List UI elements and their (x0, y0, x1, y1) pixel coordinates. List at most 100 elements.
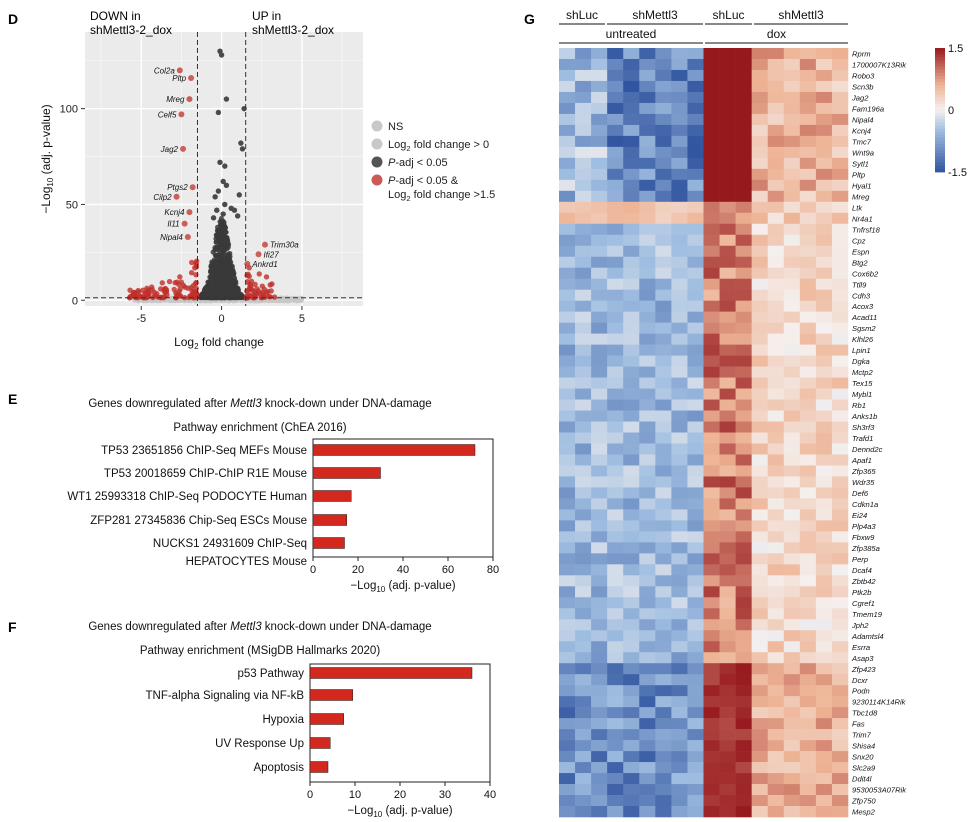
heatmap-cell (783, 520, 801, 532)
heatmap-cell (799, 421, 817, 433)
heatmap-cell (607, 476, 624, 488)
heatmap-cell (815, 48, 833, 60)
heatmap-cell (703, 399, 720, 411)
heatmap-cell (671, 80, 688, 93)
heatmap-cell (703, 542, 720, 554)
heatmap-cell (799, 564, 817, 576)
heatmap-cell (815, 399, 833, 411)
heatmap-cell (703, 267, 720, 279)
heatmap-cell (799, 245, 817, 258)
heatmap-cell (831, 344, 849, 356)
heatmap-cell (751, 619, 769, 631)
heatmap-cell (687, 663, 704, 675)
heatmap-cell (735, 399, 752, 411)
heatmap-cell (799, 762, 817, 774)
heatmap-cell (591, 366, 608, 378)
colorbar-segment (935, 134, 945, 139)
heatmap-cell (575, 443, 592, 455)
heatmap-cell (815, 498, 833, 510)
heatmap-cell (623, 597, 640, 609)
heatmap-cell (751, 256, 769, 269)
heatmap-cell (783, 718, 801, 730)
point-sig (218, 233, 224, 239)
point-sig (218, 254, 224, 260)
heatmap-cell (719, 542, 736, 554)
heatmap-cell (639, 553, 656, 565)
heatmap-cell (687, 696, 704, 708)
gene-label: Cox6b2 (852, 269, 879, 278)
heatmap-cell (671, 245, 688, 258)
gene-label: Mreg (852, 192, 870, 201)
heatmap-cell (783, 696, 801, 708)
heatmap-cell (799, 146, 817, 159)
heatmap-cell (607, 355, 624, 367)
heatmap-cell (639, 91, 656, 104)
heatmap-cell (783, 58, 801, 71)
heatmap-cell (559, 784, 576, 796)
heatmap-cell (815, 157, 833, 170)
heatmap-cell (591, 586, 608, 598)
point-de (193, 261, 200, 268)
heatmap-cell (655, 597, 672, 609)
heatmap-cell (735, 344, 752, 356)
heatmap-cell (735, 69, 752, 82)
heatmap-cell (815, 531, 833, 543)
heatmap-cell (751, 80, 769, 93)
heatmap-cell (559, 443, 576, 455)
gene-label: Wnt9a (852, 148, 874, 157)
heatmap-cell (735, 619, 752, 631)
heatmap-cell (799, 608, 817, 620)
heatmap-cell (559, 223, 576, 236)
heatmap-cell (623, 619, 640, 631)
point-sig (217, 275, 223, 281)
heatmap-cell (559, 245, 576, 258)
gene-label: Il11 (167, 220, 179, 229)
heatmap-cell (559, 663, 576, 675)
heatmap-cell (687, 762, 704, 774)
heatmap-cell (671, 388, 688, 400)
heatmap-cell (687, 608, 704, 620)
heatmap-cell (767, 399, 785, 411)
gene-label: Tmem19 (852, 610, 883, 619)
heatmap-cell (655, 69, 672, 82)
colorbar-segment (935, 72, 945, 77)
colorbar-segment (935, 162, 945, 167)
heatmap-cell (655, 333, 672, 345)
heatmap-cell (703, 619, 720, 631)
heatmap-cell (639, 289, 656, 301)
x-tick-label: 0 (307, 789, 313, 801)
heatmap-cell (783, 388, 801, 400)
heatmap-cell (735, 498, 752, 510)
heatmap-cell (671, 509, 688, 521)
heatmap-cell (831, 410, 849, 422)
heatmap-cell (735, 586, 752, 598)
heatmap-cell (591, 201, 608, 214)
heatmap-cell (799, 674, 817, 686)
heatmap-cell (751, 487, 769, 499)
heatmap-cell (751, 630, 769, 642)
heatmap-cell (831, 179, 849, 192)
labeled-point (255, 251, 262, 258)
heatmap-cell (783, 443, 801, 455)
heatmap-cell (639, 48, 656, 60)
heatmap-cell (575, 267, 592, 279)
heatmap-cell (575, 575, 592, 587)
heatmap-cell (831, 421, 849, 433)
msigdb-bar-chart: Genes downregulated after Mettl3 knock-d… (88, 621, 496, 819)
heatmap-cell (751, 641, 769, 653)
heatmap-cell (655, 91, 672, 104)
heatmap-cell (687, 795, 704, 807)
heatmap-cell (559, 608, 576, 620)
heatmap-cell (671, 135, 688, 148)
heatmap-cell (815, 652, 833, 664)
heatmap-cell (751, 718, 769, 730)
heatmap-cell (575, 553, 592, 565)
colorbar-segment (935, 75, 945, 80)
heatmap-cell (799, 377, 817, 389)
point-sig (239, 146, 246, 152)
colorbar-segment (935, 103, 945, 108)
colorbar-segment (935, 54, 945, 58)
heatmap-cell (783, 333, 801, 345)
point-sig (238, 140, 244, 146)
heatmap-cell (655, 586, 672, 598)
